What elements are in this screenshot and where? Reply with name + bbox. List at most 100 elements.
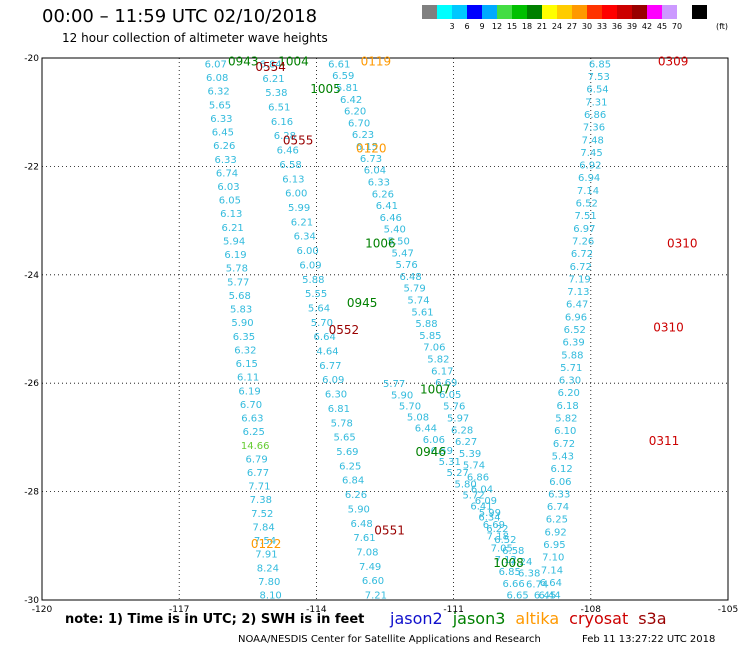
swh-value: 6.23 [352,130,374,141]
scale-swatch [557,5,572,19]
scale-swatch [572,5,587,19]
swh-value: 7.14 [577,186,599,197]
swh-value: 5.70 [311,318,333,329]
scale-swatch [482,5,497,19]
page-title: 00:00 – 11:59 UTC 02/10/2018 [42,6,318,27]
legend-cryosat: cryosat [569,609,629,628]
scale-label: 3 [449,22,455,31]
swh-value: 6.64 [314,332,336,343]
scale-label: 21 [536,22,548,31]
scale-swatch [467,5,482,19]
scale-swatch [662,5,677,19]
swh-value: 14.66 [241,441,270,452]
swh-value: 6.60 [362,576,384,587]
swh-value: 6.26 [345,490,367,501]
swh-value: 6.19 [238,386,260,397]
scale-swatch [647,5,662,19]
pass-time-label: 0120 [356,141,387,155]
swh-value: 6.46 [380,213,402,224]
swh-value: 6.06 [549,477,571,488]
swh-value: 5.43 [552,451,574,462]
swh-value: 5.78 [331,418,353,429]
swh-value: 6.70 [240,400,262,411]
swh-value: 6.48 [399,272,421,283]
swh-value: 5.65 [333,433,355,444]
timestamp: Feb 11 13:27:22 UTC 2018 [582,634,716,645]
swh-value: 6.21 [291,217,313,228]
x-tick-label: -120 [32,605,53,615]
y-tick-label: -26 [24,379,39,389]
swh-value: 6.72 [571,249,593,260]
swh-value: 7.45 [580,148,602,159]
swh-value: 6.16 [271,117,293,128]
scale-label: 24 [551,22,563,31]
scale-label: 18 [521,22,533,31]
swh-value: 6.72 [570,262,592,273]
swh-value: 6.33 [548,489,570,500]
swh-value: 6.26 [372,189,394,200]
swh-value: 6.33 [210,114,232,125]
swh-value: 5.55 [305,289,327,300]
scale-swatch [542,5,557,19]
swh-value: 7.05 [491,543,513,554]
swh-value: 6.17 [431,366,453,377]
swh-value: 6.41 [376,201,398,212]
swh-value: 6.92 [544,527,566,538]
swh-value: 6.25 [546,515,568,526]
swh-value: 6.32 [207,87,229,98]
pass-time-label: 0310 [653,320,684,334]
swh-value: 6.69 [483,520,505,531]
swh-value: 6.20 [558,388,580,399]
swh-value: 6.20 [344,107,366,118]
swh-value: 7.38 [250,495,272,506]
swh-value: 5.65 [209,100,231,111]
swh-value: 6.92 [579,161,601,172]
scale-label: 45 [656,22,668,31]
scale-swatch [617,5,632,19]
swh-value: 5.40 [384,225,406,236]
swh-value: 7.13 [567,287,589,298]
swh-value: 6.13 [220,209,242,220]
swh-value: 5.70 [399,401,421,412]
scale-label: 36 [611,22,623,31]
swh-value: 6.84 [342,476,364,487]
swh-value: 6.04 [364,166,386,177]
swh-value: 6.19 [224,250,246,261]
swh-value: 6.58 [502,546,524,557]
swh-value: 5.68 [229,291,251,302]
scale-swatch [602,5,617,19]
swh-value: 6.97 [573,224,595,235]
x-tick-label: -108 [581,605,602,615]
swh-value: 4.64 [316,347,338,358]
swh-value: 6.86 [467,473,489,484]
pass-time-label: 0309 [658,55,689,69]
swh-value: 6.21 [262,74,284,85]
swh-value: 7.54 [254,536,276,547]
swh-value: 5.72 [462,490,484,501]
y-tick-label: -30 [24,596,39,606]
swh-value: 6.45 [212,128,234,139]
swh-value: 6.46 [277,146,299,157]
scale-label: 39 [626,22,638,31]
swh-value: 5.64 [308,303,330,314]
swh-value: 6.41 [470,502,492,513]
swh-value: 6.81 [328,404,350,415]
swh-value: 7.51 [574,211,596,222]
swh-value: 6.74 [216,168,238,179]
pass-time-label: 1008 [493,556,524,570]
swh-value: 6.30 [559,376,581,387]
swh-value: 5.47 [392,248,414,259]
swh-value: 7.36 [583,123,605,134]
swh-value: 6.30 [325,390,347,401]
swh-value: 6.09 [475,496,497,507]
swh-value: 6.08 [206,73,228,84]
swh-value: 7.91 [255,550,277,561]
swh-value: 5.76 [443,402,465,413]
swh-value: 6.84 [260,59,282,70]
pass-time-label: 1007 [420,383,451,397]
swh-value: 6.18 [556,401,578,412]
swh-value: 6.44 [415,424,437,435]
scale-swatch [527,5,542,19]
swh-value: 6.61 [328,59,350,70]
swh-value: 6.48 [351,519,373,530]
